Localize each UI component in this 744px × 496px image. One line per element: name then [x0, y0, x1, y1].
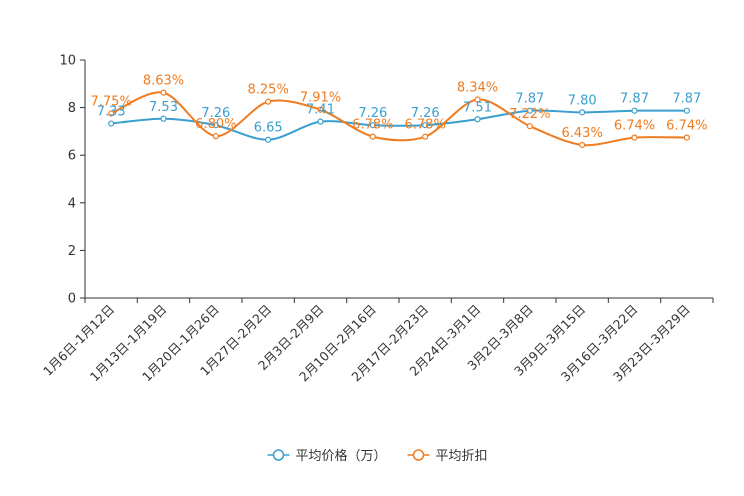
data-label: 8.34%: [457, 81, 498, 96]
x-axis: 1月6日-1月12日1月13日-1月19日1月20日-1月26日1月27日-2月…: [40, 297, 714, 384]
data-label: 7.87: [672, 92, 701, 107]
data-point[interactable]: [474, 116, 481, 123]
legend[interactable]: 平均价格（万） 平均折扣: [267, 448, 488, 464]
data-point[interactable]: [369, 133, 376, 140]
series-line: [111, 109, 687, 141]
y-tick-label: 10: [59, 54, 76, 69]
data-point[interactable]: [526, 107, 533, 114]
data-label: 7.80: [568, 93, 597, 108]
series-2: [108, 89, 690, 149]
data-point[interactable]: [160, 115, 167, 122]
data-point[interactable]: [631, 107, 638, 114]
data-point[interactable]: [526, 123, 533, 130]
data-point[interactable]: [212, 133, 219, 140]
y-axis: 0 2 4 6 8 10: [59, 54, 86, 307]
data-label: 7.41: [306, 103, 335, 118]
legend-item-1[interactable]: 平均价格（万）: [267, 448, 387, 464]
y-tick-label: 4: [68, 196, 76, 211]
data-label: 6.78%: [352, 118, 393, 133]
data-label: 6.43%: [562, 126, 603, 141]
data-point[interactable]: [369, 122, 376, 129]
y-tick-label: 2: [68, 244, 76, 259]
data-point[interactable]: [317, 106, 324, 113]
data-point[interactable]: [631, 134, 638, 141]
data-point[interactable]: [160, 89, 167, 96]
series-1: [108, 107, 690, 143]
legend-swatch-marker: [412, 449, 425, 461]
data-label: 7.26: [201, 106, 230, 121]
data-label: 7.22%: [509, 107, 550, 122]
data-label: 7.51: [463, 100, 492, 115]
data-point[interactable]: [108, 110, 115, 117]
legend-label: 平均价格（万）: [296, 448, 387, 464]
data-point[interactable]: [108, 120, 115, 127]
data-labels: 7.33 7.53 7.26 6.65 7.41 7.26 7.26 7.51 7.87 7.80…: [91, 74, 708, 141]
data-label: 6.74%: [614, 119, 655, 134]
data-point[interactable]: [422, 122, 429, 129]
data-point[interactable]: [579, 141, 586, 149]
data-point[interactable]: [474, 96, 481, 103]
legend-swatch-marker: [272, 449, 285, 461]
data-point[interactable]: [265, 98, 272, 105]
data-label: 7.26: [358, 106, 387, 121]
data-point[interactable]: [683, 134, 690, 141]
data-point[interactable]: [579, 109, 586, 116]
data-point[interactable]: [265, 136, 272, 143]
data-label: 7.75%: [91, 95, 132, 110]
data-label: 7.87: [620, 92, 649, 107]
data-point[interactable]: [212, 122, 219, 129]
data-label: 6.78%: [405, 118, 446, 133]
data-label: 6.80%: [195, 117, 236, 132]
legend-item-2[interactable]: 平均折扣: [407, 449, 488, 464]
data-label: 7.91%: [300, 91, 341, 106]
y-tick-label: 6: [68, 149, 76, 164]
y-tick-label: 0: [68, 292, 76, 307]
legend-label: 平均折扣: [436, 449, 488, 464]
data-point[interactable]: [422, 133, 429, 140]
data-label: 6.74%: [666, 119, 707, 134]
data-label: 8.63%: [143, 74, 184, 89]
series-layer: [108, 89, 690, 149]
data-label: 6.65: [254, 121, 283, 136]
data-label: 7.87: [515, 92, 544, 107]
data-label: 7.26: [411, 106, 440, 121]
data-label: 7.33: [97, 105, 126, 120]
data-label: 8.25%: [248, 83, 289, 98]
data-point[interactable]: [683, 107, 690, 114]
y-tick-label: 8: [68, 101, 76, 116]
data-point[interactable]: [317, 118, 324, 125]
data-label: 7.53: [149, 100, 178, 115]
